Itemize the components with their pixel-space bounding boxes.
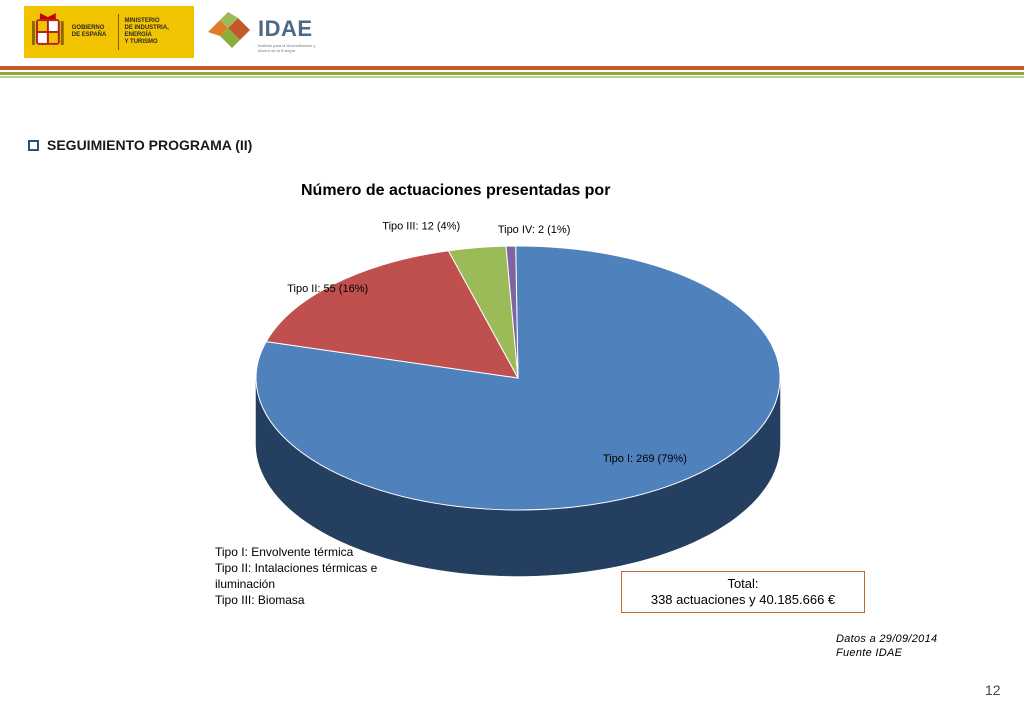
section-heading: SEGUIMIENTO PROGRAMA (II) [28, 137, 252, 153]
logo-divider [118, 14, 120, 50]
total-box: Total: 338 actuaciones y 40.185.666 € [621, 571, 865, 613]
idae-mark-icon [208, 12, 250, 48]
data-label: Tipo I: 269 (79%) [603, 453, 687, 465]
data-date: Datos a 29/09/2014 [836, 633, 938, 645]
idae-logo: IDAE Instituto para la Diversificación y… [204, 12, 324, 53]
government-logo: Gobierno de España Ministerio de Industr… [24, 6, 194, 58]
source-note: Datos a 29/09/2014 Fuente IDAE [836, 632, 937, 660]
data-label: Tipo III: 12 (4%) [382, 220, 460, 232]
header-stripe-green [0, 72, 1024, 75]
note-line: Tipo II: Intalaciones térmicas e ilumina… [215, 561, 378, 591]
header-stripe-light-green [0, 76, 1024, 78]
pie-slice-tipo-iv [505, 245, 519, 379]
note-line: Tipo III: Biomasa [215, 593, 305, 607]
idae-subtitle: Instituto para la Diversificación y Ahor… [258, 43, 316, 53]
data-source: Fuente IDAE [836, 647, 903, 659]
section-title-text: SEGUIMIENTO PROGRAMA (II) [47, 137, 253, 153]
type-notes: Tipo I: Envolvente térmica Tipo II: Inta… [215, 544, 425, 608]
ministry-text: Ministerio de Industria, Energía y Turis… [124, 18, 169, 45]
total-value: 338 actuaciones y 40.185.666 € [650, 592, 836, 607]
page-number: 12 [985, 682, 1001, 698]
idae-wordmark: IDAE [258, 16, 313, 41]
total-label: Total: [727, 576, 759, 591]
coat-of-arms-icon [31, 13, 64, 45]
data-label: Tipo IV: 2 (1%) [498, 224, 571, 236]
chart-title: Número de actuaciones presentadas por [301, 182, 611, 199]
note-line: Tipo I: Envolvente térmica [215, 545, 354, 559]
header: Gobierno de España Ministerio de Industr… [0, 0, 1024, 66]
header-stripe-orange [0, 66, 1024, 70]
pie-slice-tipo-ii [265, 250, 519, 379]
checkbox-bullet-icon [28, 139, 39, 151]
government-text: Gobierno de España [71, 25, 107, 38]
data-label: Tipo II: 55 (16%) [287, 283, 368, 295]
